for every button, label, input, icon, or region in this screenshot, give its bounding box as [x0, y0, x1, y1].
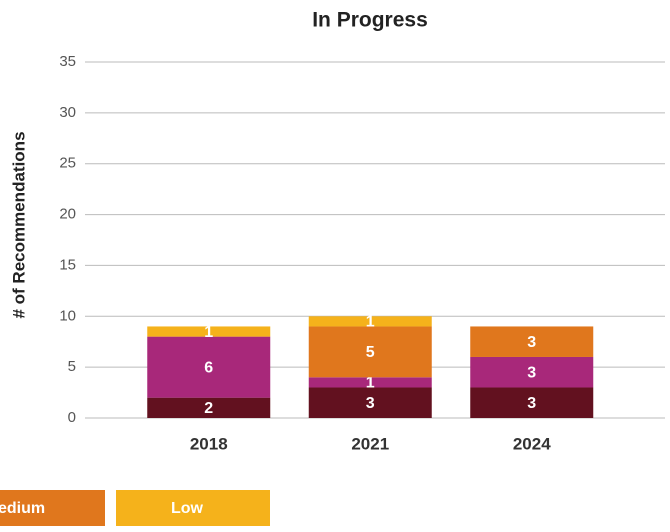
chart-title: In Progress: [312, 9, 428, 32]
value-label: 3: [527, 334, 536, 351]
legend-swatch: [0, 490, 105, 526]
bar-segment: [308, 387, 432, 418]
y-tick-label: 20: [59, 206, 76, 223]
y-tick-label: 10: [59, 307, 76, 324]
bar-segment: [147, 326, 271, 337]
bar-segment: [308, 377, 432, 388]
value-label: 5: [366, 344, 375, 361]
value-label: 6: [204, 359, 213, 376]
legend-label: Low: [171, 500, 204, 517]
legend-label: edium: [0, 500, 45, 517]
y-tick-label: 25: [59, 155, 76, 172]
y-axis-label: # of Recommendations: [9, 131, 28, 318]
bar-segment: [308, 326, 432, 378]
y-tick-label: 35: [59, 53, 76, 70]
bar-segment: [308, 316, 432, 327]
value-label: 1: [366, 375, 375, 392]
legend-swatch: [116, 490, 270, 526]
y-tick-label: 15: [59, 256, 76, 273]
y-tick-label: 30: [59, 104, 76, 121]
bar-segment: [470, 356, 594, 388]
y-tick-label: 0: [68, 409, 76, 426]
value-label: 3: [527, 395, 536, 412]
value-label: 3: [366, 395, 375, 412]
value-label: 2: [204, 400, 213, 417]
value-label: 1: [204, 324, 213, 341]
x-tick-label: 2021: [351, 434, 389, 453]
y-tick-label: 5: [68, 358, 76, 375]
value-label: 3: [527, 364, 536, 381]
x-tick-label: 2018: [190, 434, 228, 453]
bar-segment: [470, 387, 594, 418]
x-tick-label: 2024: [513, 434, 551, 453]
bar-segment: [147, 336, 271, 398]
value-label: 1: [366, 314, 375, 331]
bar-segment: [147, 397, 271, 418]
bar-segment: [470, 326, 594, 357]
